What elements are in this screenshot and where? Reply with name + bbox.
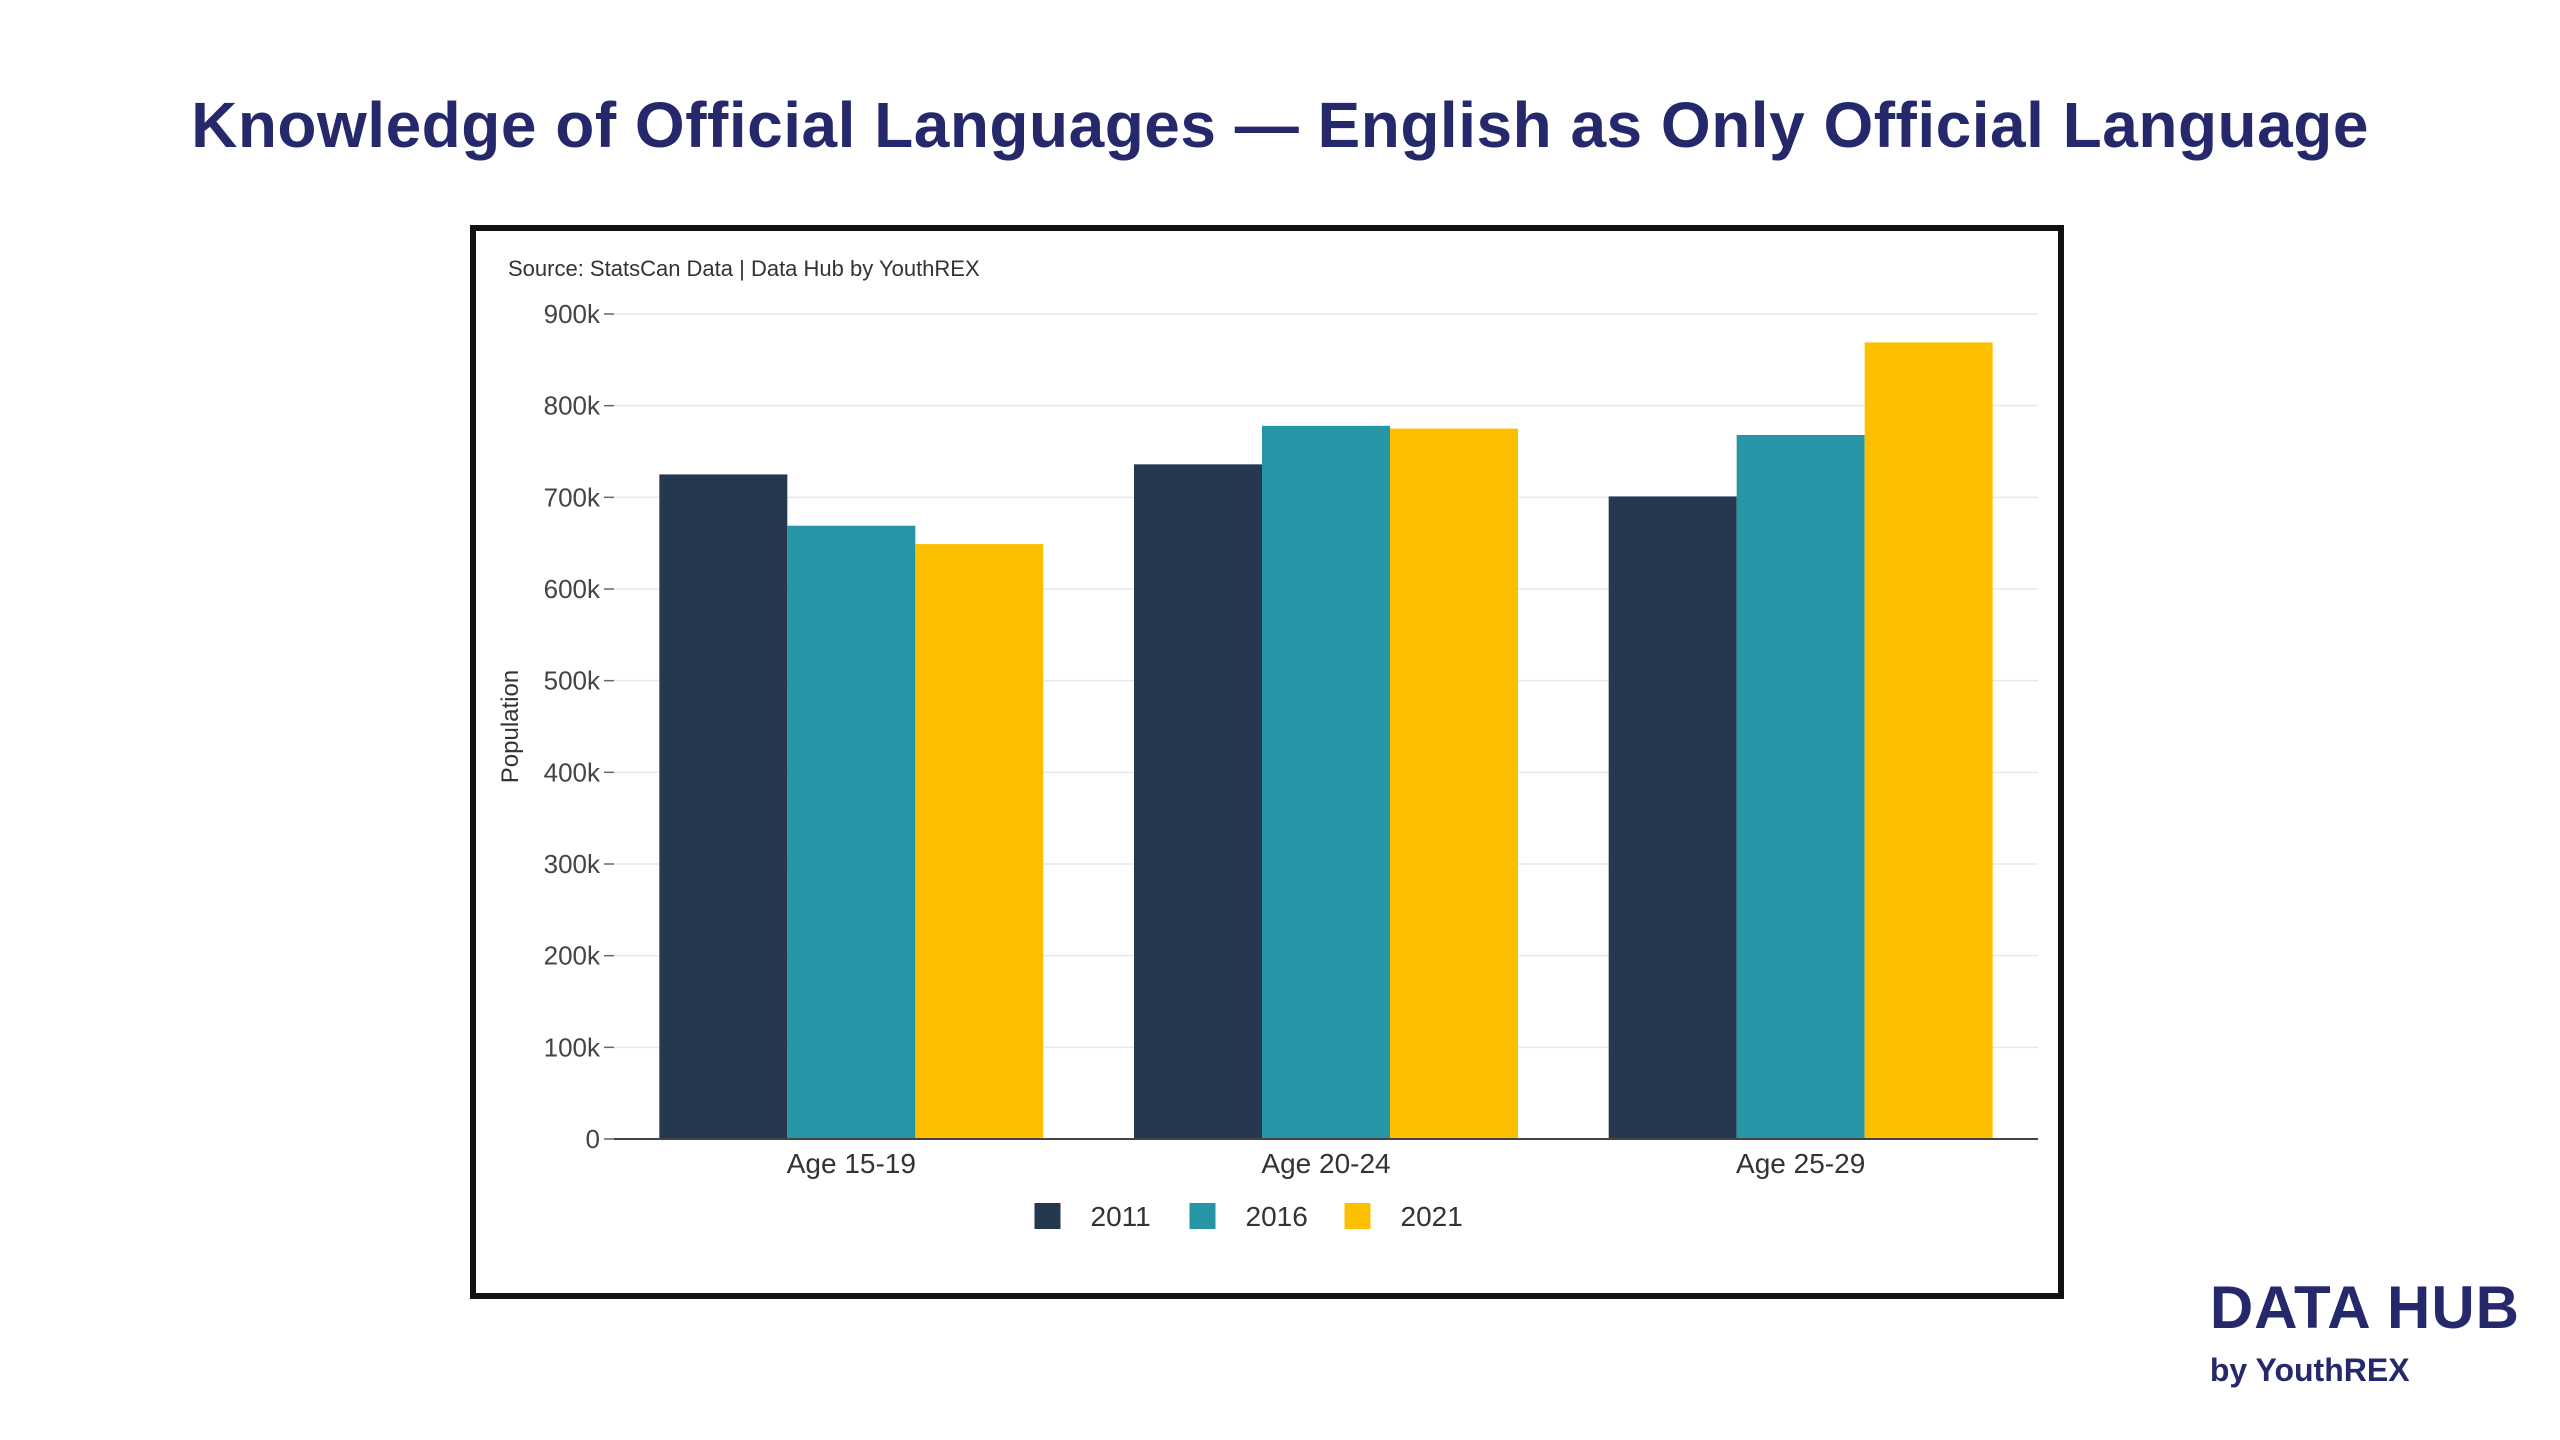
bar-2016 xyxy=(787,525,916,1139)
bar-2011 xyxy=(1608,496,1737,1140)
bar-2021 xyxy=(1390,428,1518,1139)
bar-2016 xyxy=(1736,435,1865,1139)
page-title: Knowledge of Official Languages — Englis… xyxy=(191,89,2369,161)
brand-name: DATA HUB xyxy=(2209,1274,2520,1341)
y-tick-label: 600k xyxy=(544,574,601,604)
legend-swatch-2016 xyxy=(1189,1203,1216,1229)
legend-label-2011: 2011 xyxy=(1091,1201,1151,1232)
brand-logo: DATA HUB by YouthREX xyxy=(2210,1278,2520,1389)
y-tick-label: 0 xyxy=(586,1124,600,1154)
x-tick-label: Age 20-24 xyxy=(1261,1148,1390,1179)
legend-label-2016: 2016 xyxy=(1246,1201,1308,1232)
y-tick-label: 500k xyxy=(544,666,601,696)
y-tick-label: 900k xyxy=(544,299,601,329)
brand-tagline: by YouthREX xyxy=(2209,1352,2410,1388)
y-tick-label: 100k xyxy=(544,1032,601,1062)
y-tick-label: 700k xyxy=(544,482,601,512)
x-tick-label: Age 15-19 xyxy=(787,1148,916,1179)
bar-2021 xyxy=(915,544,1044,1139)
y-tick-label: 200k xyxy=(544,941,601,971)
bar-2011 xyxy=(659,474,788,1139)
legend-swatch-2021 xyxy=(1344,1203,1371,1229)
source-note: Source: StatsCan Data | Data Hub by Yout… xyxy=(508,256,980,281)
bar-chart: Source: StatsCan Data | Data Hub by Yout… xyxy=(497,256,2038,1232)
chart-frame: Source: StatsCan Data | Data Hub by Yout… xyxy=(470,225,2064,1299)
bar-2011 xyxy=(1134,464,1262,1139)
legend-label-2021: 2021 xyxy=(1401,1201,1463,1232)
y-tick-label: 800k xyxy=(544,391,601,421)
y-tick-label: 300k xyxy=(544,849,601,879)
y-axis-label: Population xyxy=(497,670,524,783)
x-tick-label: Age 25-29 xyxy=(1736,1148,1865,1179)
legend-swatch-2011 xyxy=(1034,1203,1061,1229)
bar-2021 xyxy=(1864,342,1993,1140)
bar-2016 xyxy=(1262,425,1390,1139)
y-tick-label: 400k xyxy=(544,757,601,787)
